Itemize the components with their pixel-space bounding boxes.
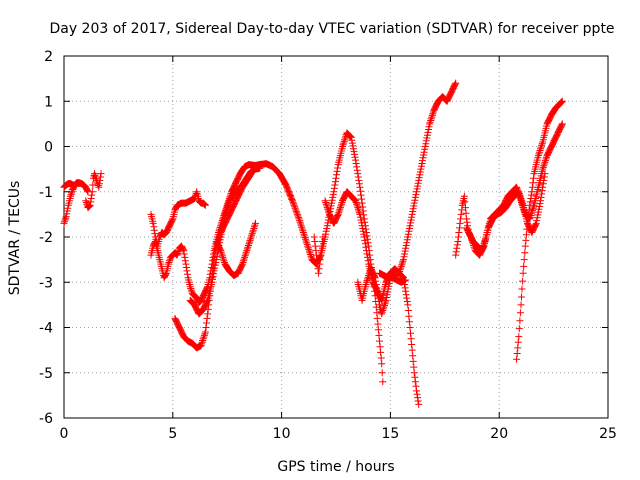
data-points — [60, 179, 83, 191]
data-series-s12 — [376, 269, 410, 286]
x-tick-label: 5 — [168, 426, 177, 442]
y-tick-label: -5 — [39, 366, 53, 382]
tick-layer: 0 5 10 15 20 25 -6 -5 -4 -3 -2 -1 0 1 2 — [39, 49, 617, 442]
data-series-s5 — [147, 129, 387, 386]
x-tick-label: 25 — [599, 426, 617, 442]
data-series-s14 — [513, 97, 566, 363]
data-series-s9 — [310, 233, 327, 277]
data-points — [463, 170, 549, 259]
data-series-s4 — [147, 188, 209, 250]
x-tick-label: 0 — [60, 426, 69, 442]
x-tick-label: 20 — [490, 426, 508, 442]
data-series-s11 — [354, 79, 460, 318]
data-points — [212, 219, 259, 279]
data-points — [452, 120, 566, 259]
y-tick-label: -6 — [39, 411, 53, 427]
data-series-s10 — [321, 188, 423, 408]
data-series-s8 — [212, 219, 259, 279]
data-points — [147, 129, 387, 386]
data-series-s13 — [452, 120, 566, 259]
x-axis-label: GPS time / hours — [277, 459, 394, 475]
data-layer — [60, 79, 566, 408]
x-tick-label: 15 — [381, 426, 399, 442]
y-tick-label: -2 — [39, 230, 53, 246]
y-axis-label: SDTVAR / TECUs — [7, 181, 23, 296]
data-series-s7 — [186, 164, 264, 318]
data-points — [82, 170, 105, 212]
data-points — [376, 269, 410, 286]
data-series-s3 — [82, 170, 105, 212]
y-tick-label: -1 — [39, 185, 53, 201]
data-points — [354, 79, 460, 318]
data-series-s15 — [463, 170, 549, 259]
y-tick-label: 2 — [44, 49, 53, 65]
y-tick-label: -4 — [39, 321, 53, 337]
y-tick-label: 0 — [44, 140, 53, 156]
data-series-s2 — [60, 179, 83, 191]
data-points — [186, 164, 264, 318]
data-points — [513, 97, 566, 363]
y-tick-label: -3 — [39, 275, 53, 291]
y-tick-label: 1 — [44, 94, 53, 110]
chart-title: Day 203 of 2017, Sidereal Day-to-day VTE… — [49, 21, 614, 37]
data-points — [147, 188, 209, 250]
data-points — [310, 233, 327, 277]
x-tick-label: 10 — [273, 426, 291, 442]
data-points — [321, 188, 423, 408]
